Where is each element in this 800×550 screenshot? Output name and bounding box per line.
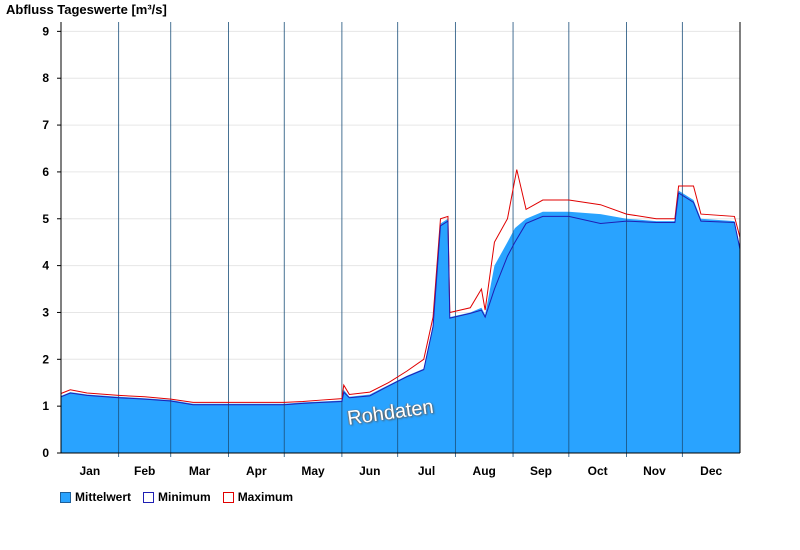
y-tick-label: 1: [42, 399, 49, 413]
x-tick-label-aug: Aug: [473, 464, 496, 478]
x-tick-label-jan: Jan: [79, 464, 100, 478]
y-tick-label: 9: [42, 24, 49, 38]
legend-label-maximum: Maximum: [237, 490, 294, 504]
legend-item-maximum: Maximum: [222, 490, 294, 504]
y-tick-label: 4: [42, 259, 49, 273]
y-tick-label: 7: [42, 118, 49, 132]
legend-swatch-maximum: [222, 491, 234, 503]
series-minimum-line: [60, 192, 741, 406]
y-tick-label: 2: [42, 352, 49, 366]
x-tick-label-mar: Mar: [189, 464, 211, 478]
series-mittelwert-area: [61, 190, 740, 454]
x-tick-label-jun: Jun: [359, 464, 380, 478]
y-tick-label: 0: [42, 446, 49, 460]
x-tick-label-oct: Oct: [588, 464, 608, 478]
x-tick-label-jul: Jul: [418, 464, 435, 478]
chart-legend: Mittelwert Minimum Maximum: [60, 490, 293, 504]
x-tick-label-nov: Nov: [643, 464, 666, 478]
legend-label-minimum: Minimum: [158, 490, 211, 504]
legend-item-mittelwert: Mittelwert: [60, 490, 131, 504]
legend-item-minimum: Minimum: [143, 490, 211, 504]
y-tick-label: 6: [42, 165, 49, 179]
legend-label-mittelwert: Mittelwert: [75, 490, 132, 504]
legend-swatch-minimum: [143, 491, 155, 503]
legend-swatch-mittelwert: [60, 491, 71, 503]
series-maximum-line: [60, 169, 741, 403]
x-tick-label-feb: Feb: [134, 464, 155, 478]
y-tick-label: 5: [42, 212, 49, 226]
x-tick-label-apr: Apr: [246, 464, 267, 478]
x-tick-label-may: May: [301, 464, 325, 478]
y-tick-label: 3: [42, 305, 49, 319]
chart-title: Abfluss Tageswerte [m³/s]: [6, 2, 167, 17]
x-tick-label-sep: Sep: [530, 464, 552, 478]
x-tick-label-dec: Dec: [700, 464, 722, 478]
y-tick-label: 8: [42, 71, 49, 85]
